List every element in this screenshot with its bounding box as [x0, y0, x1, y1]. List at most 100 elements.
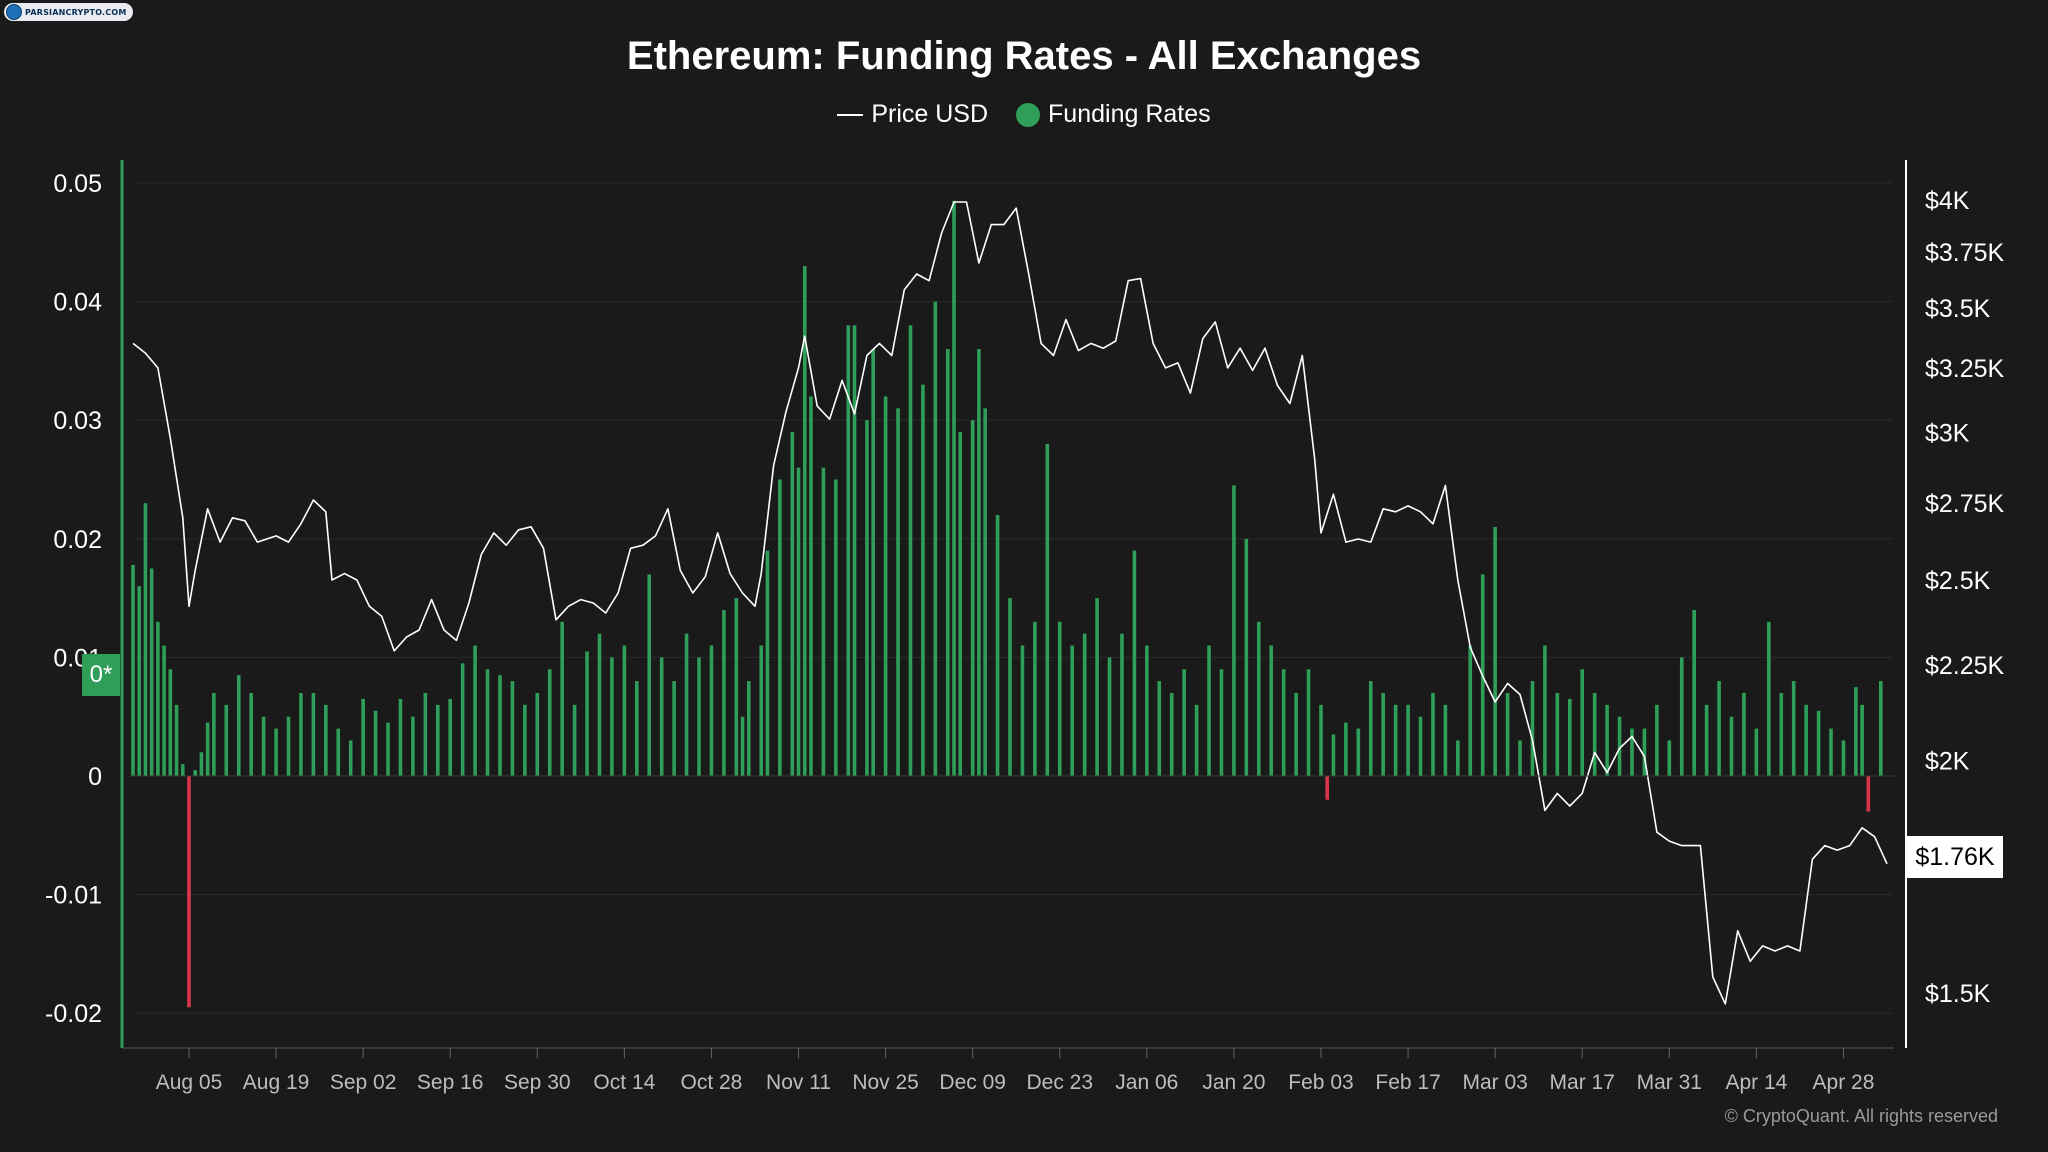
x-tick-label: Oct 14 [593, 1071, 655, 1094]
funding-rate-bar [435, 704, 440, 776]
funding-rate-bar [336, 728, 341, 776]
funding-rate-bar [896, 408, 900, 776]
funding-rate-bar [386, 722, 390, 776]
legend-item-funding[interactable]: Funding Rates [1016, 100, 1211, 129]
funding-rate-bar [143, 503, 148, 776]
funding-rate-bar [1592, 692, 1597, 776]
funding-rate-bar [1667, 740, 1672, 776]
funding-rate-bar [1194, 704, 1199, 776]
funding-rate-bar [1406, 704, 1410, 776]
funding-rate-bar [1057, 621, 1062, 776]
funding-rate-bar [1306, 669, 1311, 776]
funding-rate-bar [1543, 645, 1547, 776]
legend-label-price: Price USD [871, 100, 989, 128]
funding-rate-bar [1244, 538, 1249, 776]
x-tick-label: Jan 06 [1115, 1071, 1178, 1094]
funding-rate-bar [180, 764, 185, 776]
funding-rate-bar [560, 621, 564, 776]
funding-rate-bar [1443, 704, 1448, 776]
y-right-tick-label: $2K [1925, 747, 1970, 775]
funding-rate-bar [162, 645, 166, 776]
funding-rate-bar [759, 645, 764, 776]
y-left-tick-label: 0 [88, 763, 102, 791]
funding-rate-bar [299, 692, 303, 776]
x-tick-label: Apr 14 [1725, 1071, 1787, 1094]
funding-rate-bar [187, 776, 191, 1008]
legend-line-icon [837, 113, 864, 116]
y-right-tick-label: $2.5K [1925, 567, 1991, 595]
funding-rate-bar [1717, 681, 1721, 776]
x-tick-label: Oct 28 [681, 1071, 743, 1094]
funding-rate-bar [236, 675, 241, 776]
funding-rate-bar [883, 396, 888, 776]
funding-rate-bar [1132, 550, 1137, 776]
y-right-tick-label: $1.5K [1925, 980, 1991, 1008]
funding-rate-bar [1219, 669, 1224, 776]
x-tick-label: Apr 28 [1813, 1071, 1875, 1094]
y-right-tick-label: $2.25K [1925, 652, 2005, 680]
funding-rate-bar [970, 420, 975, 776]
funding-rate-bar [311, 692, 316, 776]
current-price-badge: $1.76K [1907, 836, 2003, 878]
funding-rate-bar [361, 698, 365, 776]
y-right-tick-label: $3.75K [1925, 239, 2005, 267]
funding-rate-bar [156, 621, 160, 776]
funding-rate-bar [1020, 645, 1025, 776]
funding-rate-bar [1518, 740, 1522, 776]
funding-rate-bar [790, 432, 795, 776]
price-line-layer [132, 201, 1888, 1005]
legend-item-price[interactable]: Price USD [837, 100, 988, 129]
funding-rate-bar [1829, 728, 1833, 776]
x-tick-label: Sep 16 [417, 1071, 484, 1094]
funding-rate-bar [460, 663, 465, 776]
funding-rate-bar [1655, 704, 1659, 776]
funding-rate-bar [809, 396, 813, 776]
funding-rate-bar [871, 349, 875, 776]
y-left-tick-label: 0.04 [53, 289, 102, 317]
y-right-tick-label: $4K [1925, 187, 1970, 215]
funding-rate-bar [746, 681, 751, 776]
funding-rate-bar [846, 325, 851, 776]
funding-rate-bar [547, 669, 552, 776]
funding-rate-bar [274, 728, 278, 776]
x-tick-label: Aug 19 [243, 1071, 310, 1094]
funding-rate-bar [952, 200, 956, 777]
funding-rate-bar [1679, 657, 1684, 776]
y-right-tick-label: $3.5K [1925, 295, 1991, 323]
funding-rate-bar [1630, 728, 1634, 776]
funding-rate-bar [1854, 687, 1858, 776]
funding-rate-bar [498, 675, 502, 776]
x-tick-label: Aug 05 [156, 1071, 223, 1094]
funding-rate-bar [1344, 722, 1348, 776]
funding-rate-bar [597, 633, 602, 776]
funding-rate-bar [212, 692, 216, 776]
funding-rate-bar [1754, 728, 1759, 776]
funding-rate-bar [1767, 621, 1771, 776]
funding-rate-bar [1033, 621, 1037, 776]
funding-rate-bar [1816, 710, 1821, 776]
funding-rate-bar [286, 716, 291, 776]
funding-rate-bar [249, 692, 253, 776]
funding-rate-bar [821, 467, 826, 776]
funding-rate-bar [1294, 692, 1298, 776]
chart-legend: Price USD Funding Rates [0, 100, 2048, 129]
funding-rate-bar [1878, 681, 1883, 776]
funding-rate-bar [1555, 692, 1560, 776]
copyright-text: © CryptoQuant. All rights reserved [1724, 1106, 1998, 1126]
funding-rate-bar [1368, 681, 1373, 776]
funding-rate-bar [834, 479, 838, 776]
funding-rate-bar [1431, 692, 1435, 776]
funding-rate-bar [1605, 704, 1609, 776]
x-tick-label: Dec 09 [939, 1071, 1006, 1094]
funding-rate-bar [1082, 633, 1087, 776]
y-left-tick-label: -0.01 [45, 882, 102, 910]
funding-rate-bar [635, 681, 639, 776]
funding-rate-bar [448, 698, 453, 776]
funding-rate-bar [802, 266, 807, 776]
legend-label-funding: Funding Rates [1048, 100, 1211, 128]
funding-rate-bar [168, 669, 173, 776]
y-left-tick-label: 0.03 [53, 407, 102, 435]
funding-rate-bar [1841, 740, 1846, 776]
funding-rate-bar [995, 515, 1000, 776]
